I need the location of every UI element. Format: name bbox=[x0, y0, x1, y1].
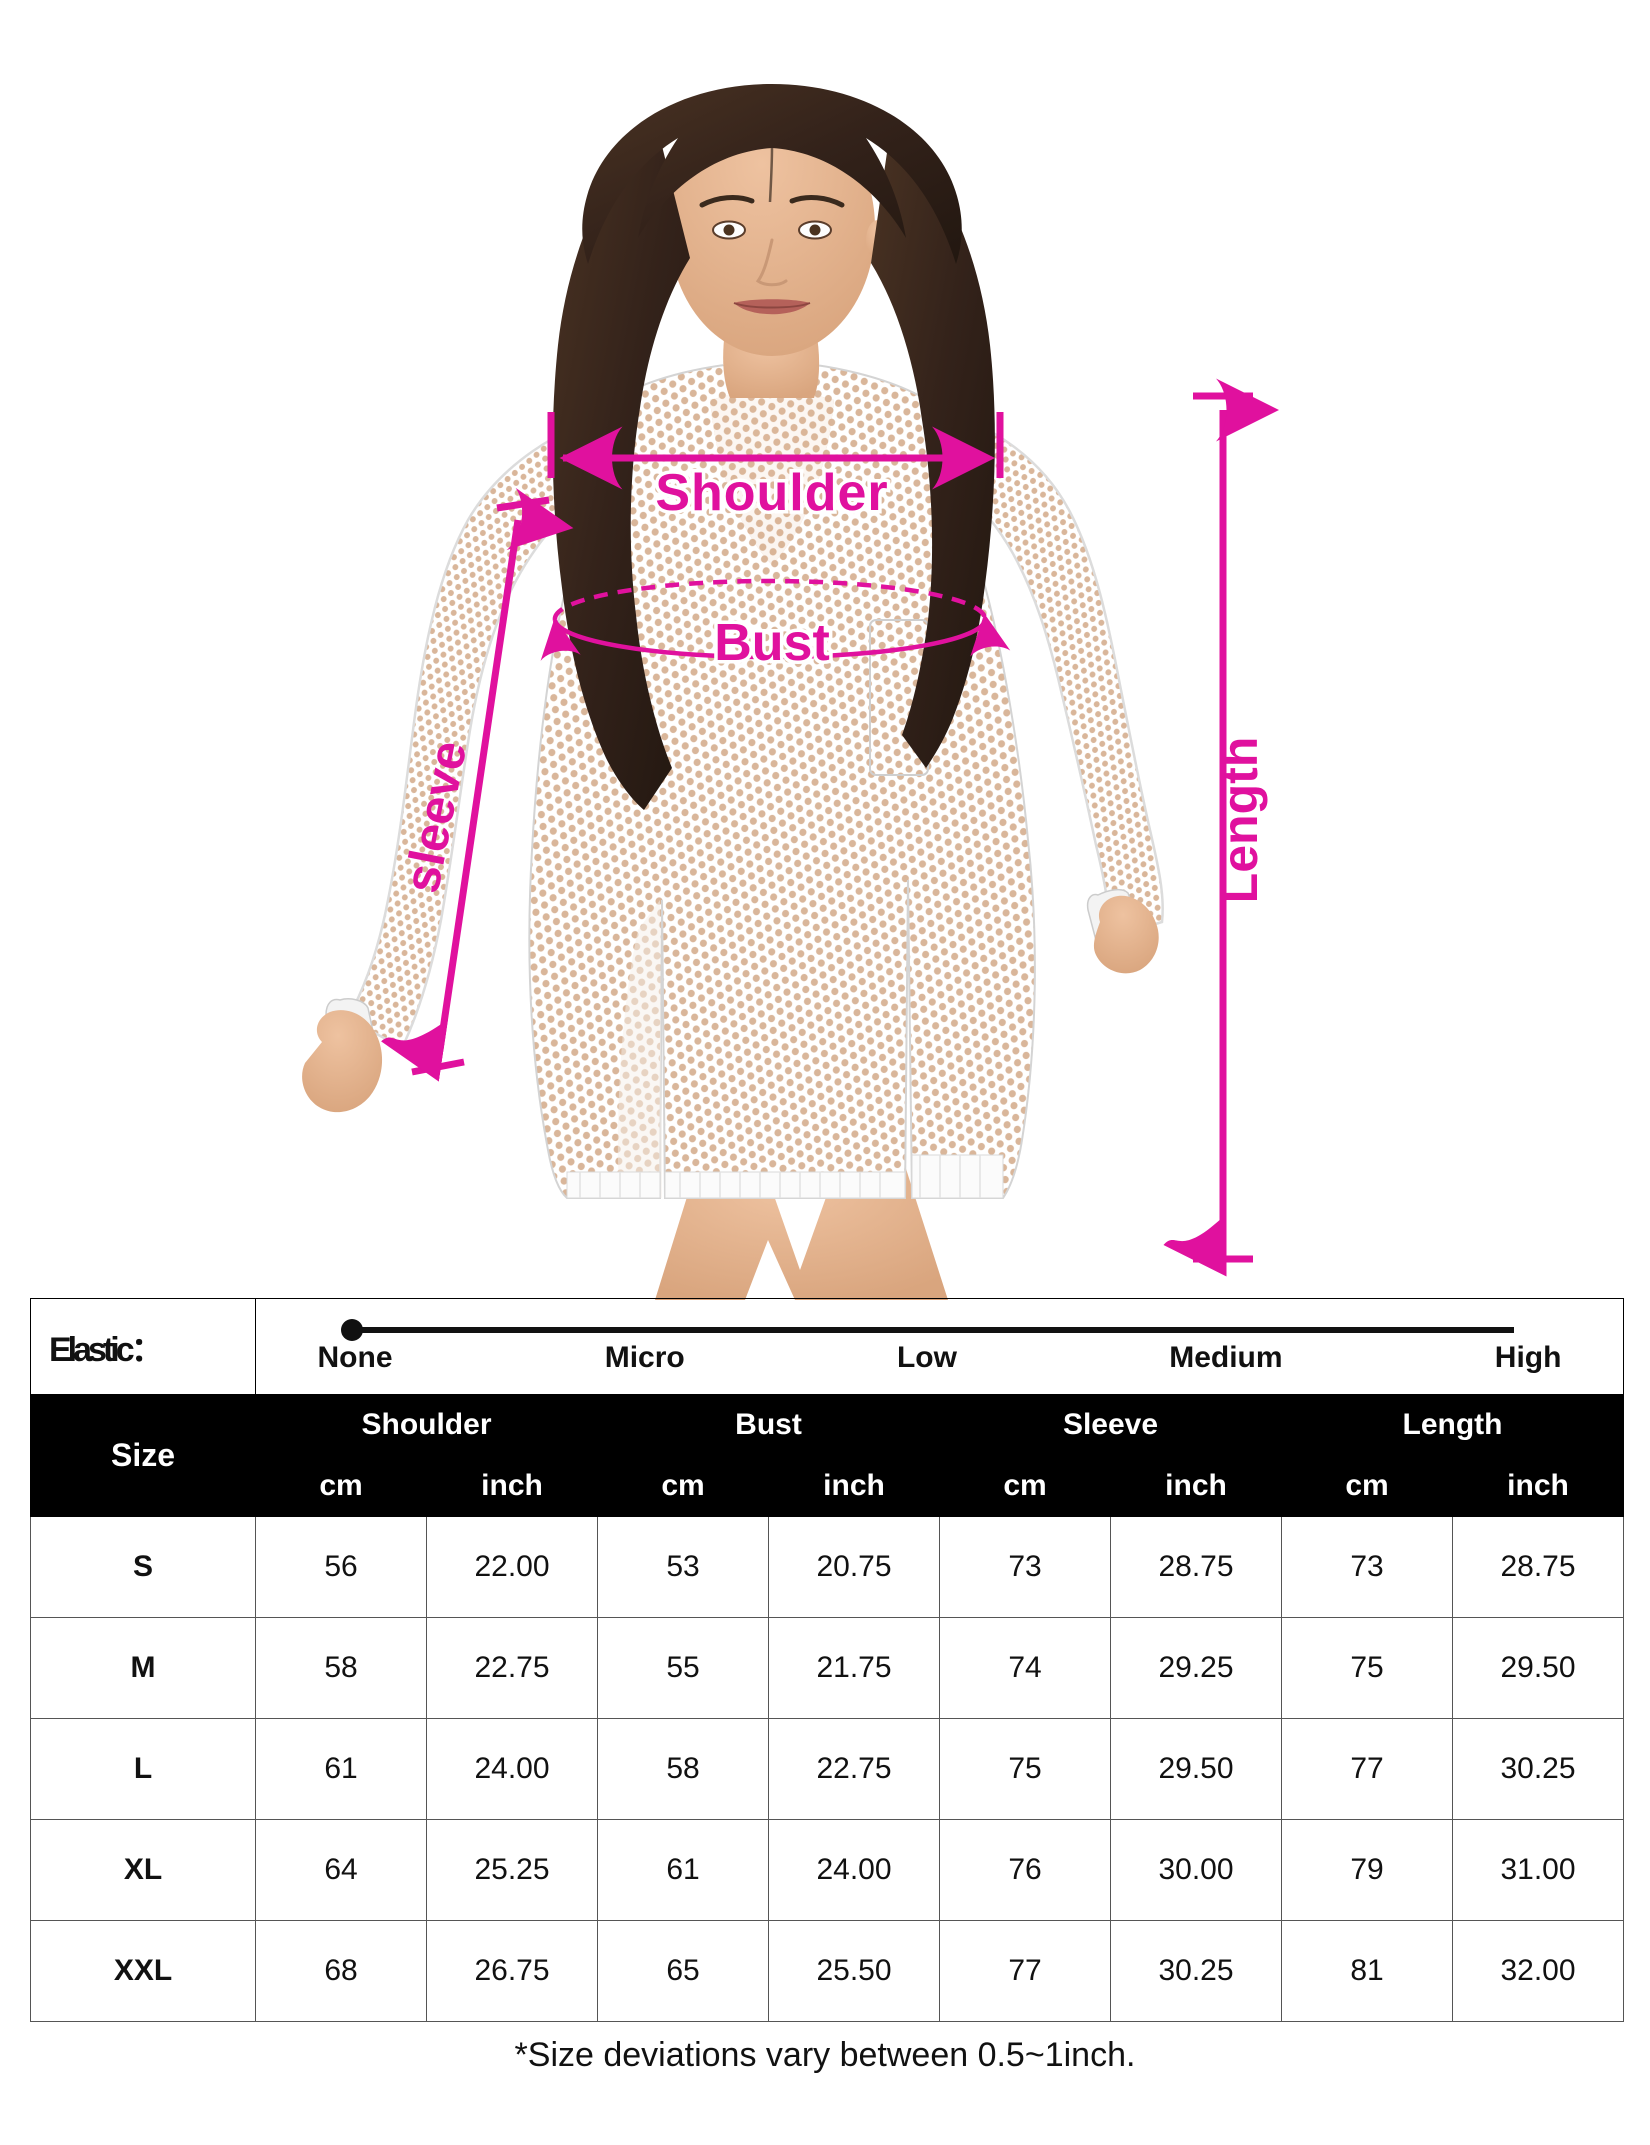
svg-text:Length: Length bbox=[1212, 737, 1268, 904]
svg-text:Bust: Bust bbox=[714, 614, 830, 672]
svg-text:Shoulder: Shoulder bbox=[655, 464, 888, 522]
